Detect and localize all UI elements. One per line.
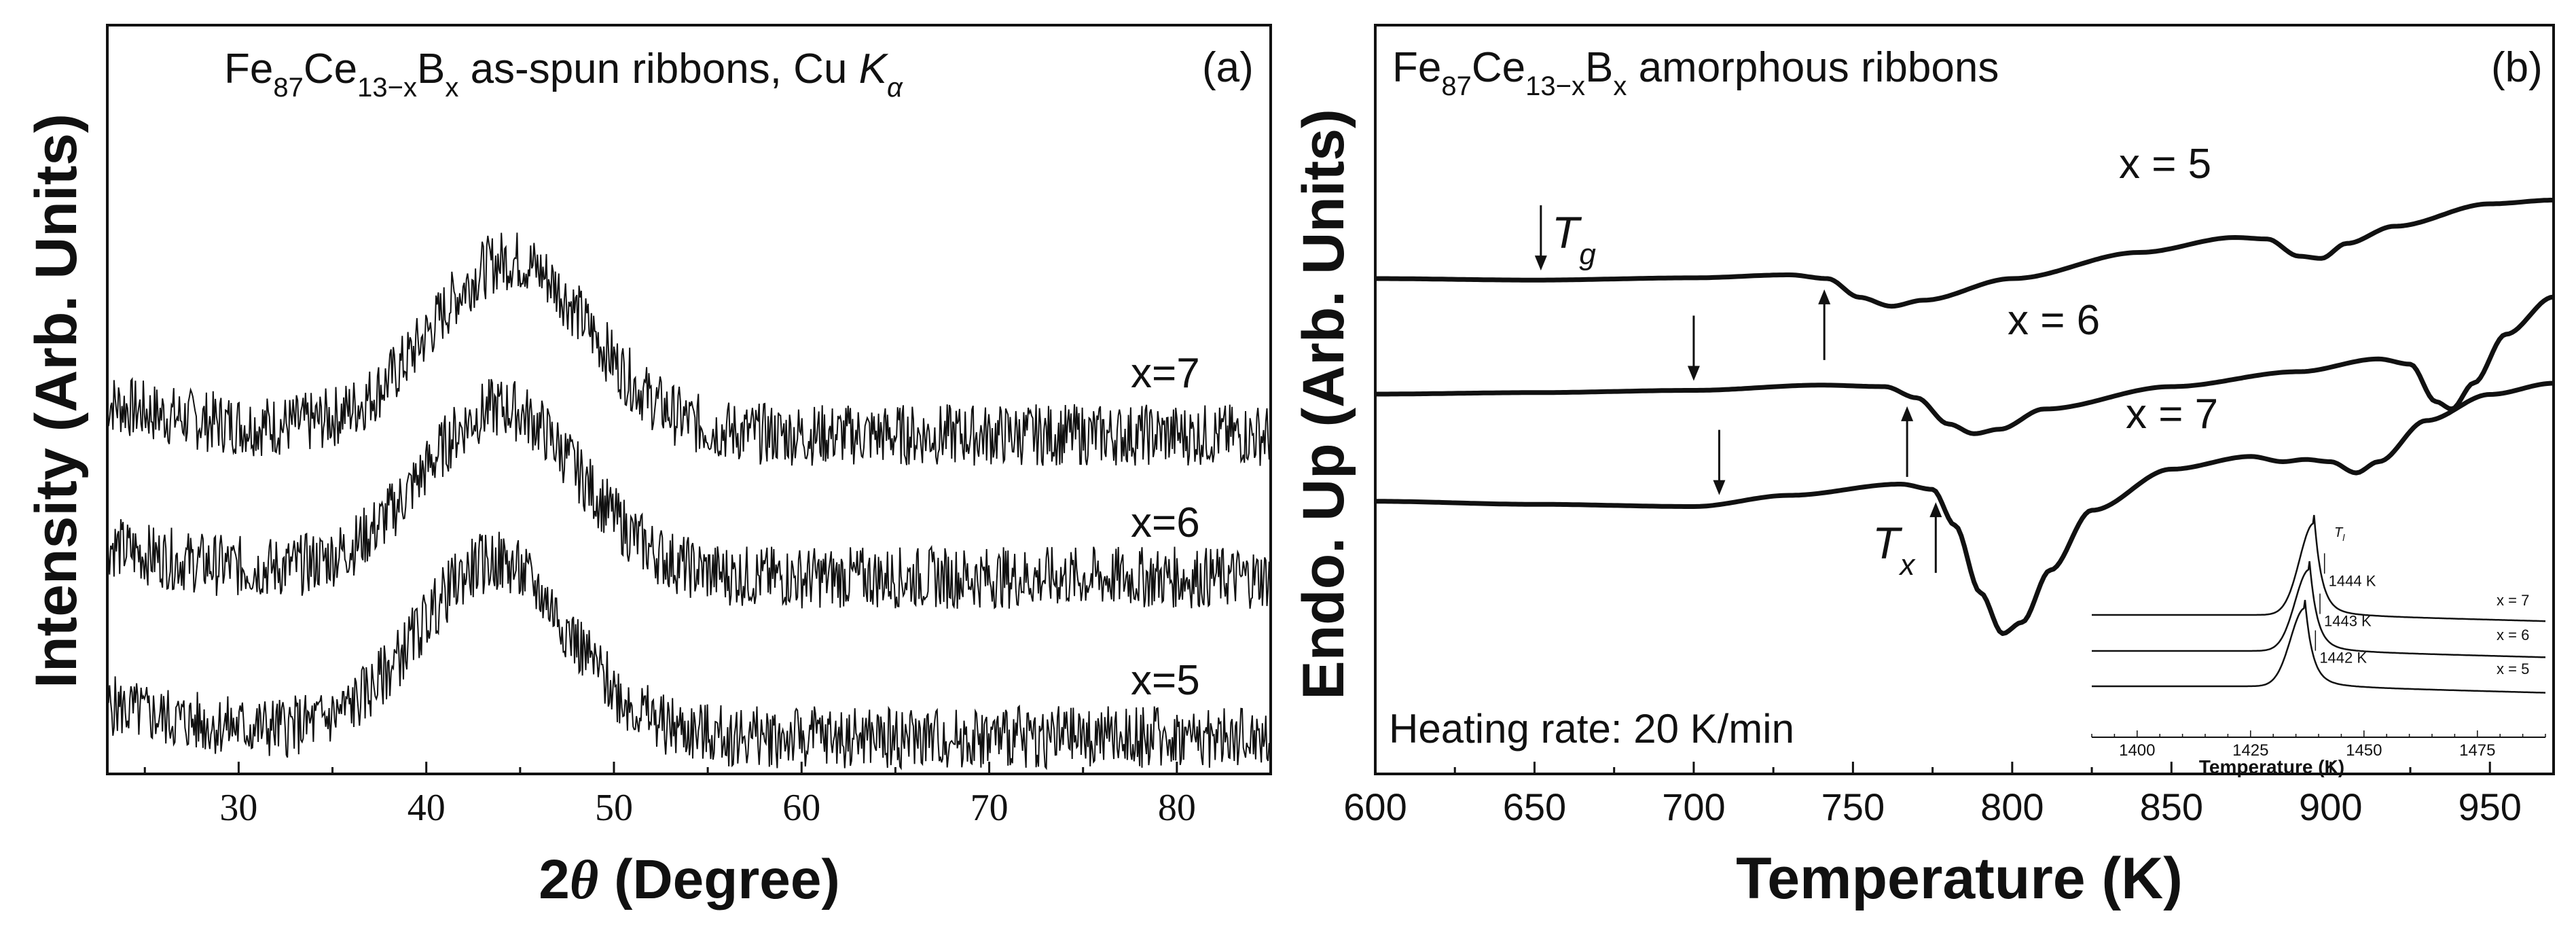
inset-tl-label: Tl <box>2334 525 2345 543</box>
dsc-trace-x5 <box>1375 198 2554 309</box>
panel-a-label-x6: x=6 <box>1131 499 1200 546</box>
inset-trace-x7 <box>2092 514 2546 622</box>
tx-arrowhead <box>1901 406 1914 421</box>
xrd-trace-x-7 <box>107 232 1271 466</box>
inset-series-label: x = 7 <box>2497 592 2529 609</box>
inset-trace-x6 <box>2092 561 2546 658</box>
panel-b-tick-label: 950 <box>2458 785 2521 828</box>
panel-b-tick-label: 650 <box>1503 785 1566 828</box>
panel-a-tick-label: 40 <box>407 787 446 829</box>
inset-traces: 1444 K x = 7 1443 K x = 6 1442 K x = 5 <box>2092 514 2546 694</box>
panel-b-tick-label: 850 <box>2140 785 2203 828</box>
panel-a-title: Fe87Ce13−xBx as-spun ribbons, Cu Kα <box>224 46 903 103</box>
tg-arrowhead <box>1687 366 1700 381</box>
panel-b: 600 650 700 750 800 850 900 950 Fe87Ce13−xBx am… <box>1291 24 2555 911</box>
panel-a-tick-label: 60 <box>782 787 820 829</box>
tx-arrowhead <box>1929 502 1942 518</box>
panel-a-ticks: 30 40 50 60 70 80 <box>143 762 1272 829</box>
panel-a-letter: (a) <box>1202 44 1254 91</box>
tx-arrowhead <box>1818 289 1831 304</box>
inset-trace-x5 <box>2092 599 2545 694</box>
panel-b-tick-label: 700 <box>1662 785 1725 828</box>
panel-b-tick-label: 750 <box>1821 785 1885 828</box>
panel-b-label-x5: x = 5 <box>2119 141 2211 188</box>
panel-a: 30 40 50 60 70 80 Fe87Ce13−xBx as-spun ribbon… <box>24 24 1272 911</box>
panel-b-tick-label: 800 <box>1980 785 2044 828</box>
inset-liquidus-label: 1442 K <box>2319 650 2367 667</box>
panel-b-label-x7: x = 7 <box>2126 391 2218 438</box>
tg-label: Tg <box>1552 207 1596 271</box>
panel-b-traces <box>1375 198 2554 636</box>
panel-a-label-x5: x=5 <box>1131 657 1200 704</box>
dsc-trace-x6 <box>1375 294 2554 436</box>
inset-series-label: x = 5 <box>2497 660 2529 677</box>
inset-series-label: x = 6 <box>2497 626 2529 643</box>
inset-liquidus-label: 1443 K <box>2324 613 2372 630</box>
dsc-trace-x7 <box>1375 381 2554 636</box>
panel-a-traces <box>107 232 1271 771</box>
panel-a-label-x7: x=7 <box>1131 350 1200 397</box>
xrd-trace-x-6 <box>107 378 1271 609</box>
panel-a-xlabel: 2θ (Degree) <box>539 849 840 911</box>
panel-b-title: Fe87Ce13−xBx amorphous ribbons <box>1392 44 1999 101</box>
panel-a-tick-label: 30 <box>219 787 257 829</box>
tx-label: Tx <box>1872 518 1916 582</box>
inset-tick-label: 1400 <box>2119 741 2155 760</box>
heating-rate-annotation: Heating rate: 20 K/min <box>1389 706 1794 752</box>
tg-arrowhead <box>1713 480 1726 495</box>
panel-b-xlabel: Temperature (K) <box>1736 846 2183 911</box>
inset-xlabel: Temperature (K) <box>2199 756 2344 777</box>
inset-tick-label: 1450 <box>2346 741 2382 760</box>
panel-a-ylabel: Intensity (Arb. Units) <box>24 113 89 688</box>
xrd-trace-x-5 <box>107 531 1271 771</box>
panel-b-frame <box>1374 24 2555 775</box>
panel-a-tick-label: 50 <box>595 787 633 829</box>
inset-liquidus-label: 1444 K <box>2329 572 2376 589</box>
panel-b-ylabel: Endo. Up (Arb. Units) <box>1291 109 1356 699</box>
inset-tick-label: 1425 <box>2232 741 2268 760</box>
panel-a-frame <box>106 24 1272 775</box>
panel-b-tick-label: 900 <box>2299 785 2362 828</box>
panel-a-tick-label: 80 <box>1158 787 1196 829</box>
panel-b-tick-label: 600 <box>1343 785 1407 828</box>
panel-a-tick-label: 70 <box>970 787 1009 829</box>
panel-b-ticks: 600 650 700 750 800 850 900 950 <box>1343 762 2522 828</box>
tg-arrowhead <box>1534 255 1547 271</box>
panel-b-label-x6: x = 6 <box>2008 297 2100 344</box>
inset-ticks: 1400 1425 1450 1475 <box>2091 730 2546 760</box>
panel-b-letter: (b) <box>2491 44 2543 91</box>
inset-tick-label: 1475 <box>2459 741 2495 760</box>
